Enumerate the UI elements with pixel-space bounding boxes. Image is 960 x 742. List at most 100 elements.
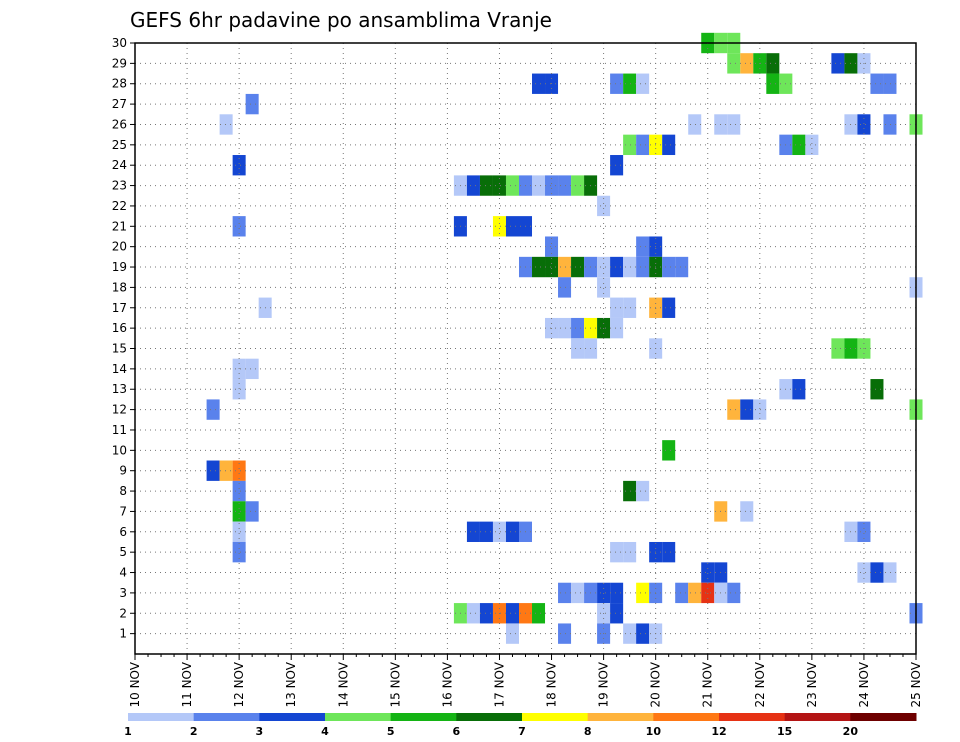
heatmap-cell: [688, 582, 702, 604]
heatmap-cell: [597, 582, 611, 604]
heatmap-cell: [740, 53, 754, 74]
heatmap-cell: [662, 256, 676, 278]
legend-label: 8: [584, 725, 592, 738]
legend-label: 5: [387, 725, 395, 738]
heatmap-cell: [636, 73, 650, 94]
x-tick-label: 16 NOV: [440, 661, 454, 707]
heatmap-cell: [870, 379, 884, 400]
x-tick-label: 14 NOV: [336, 661, 350, 707]
heatmap-cell: [571, 338, 585, 359]
heatmap-cell: [232, 480, 246, 502]
heatmap-cell: [701, 582, 715, 604]
heatmap-cell: [232, 541, 246, 563]
heatmap-cell: [662, 541, 676, 563]
heatmap-cell: [883, 562, 897, 583]
heatmap-cell: [232, 155, 246, 176]
heatmap-cell: [623, 134, 637, 156]
heatmap-cell: [610, 541, 624, 563]
heatmap-cell: [792, 134, 806, 156]
legend-label: 4: [321, 725, 329, 738]
x-tick-label: 13 NOV: [284, 661, 298, 707]
heatmap-cell: [505, 175, 519, 196]
heatmap-cell: [505, 521, 519, 542]
heatmap-cell: [479, 175, 493, 196]
y-tick-label: 8: [119, 484, 127, 498]
chart-title: GEFS 6hr padavine po ansamblima Vranje: [130, 8, 552, 32]
y-tick-label: 20: [112, 240, 127, 254]
x-tick-label: 23 NOV: [805, 661, 819, 707]
legend-label: 15: [777, 725, 792, 738]
heatmap-cell: [753, 399, 767, 420]
y-tick-label: 3: [119, 586, 127, 600]
heatmap-cell: [466, 521, 480, 542]
heatmap-cell: [571, 317, 585, 339]
heatmap-cell: [232, 216, 246, 237]
heatmap-cell: [232, 521, 246, 542]
y-tick-label: 22: [112, 199, 127, 213]
y-tick-label: 5: [119, 545, 127, 559]
y-tick-label: 26: [112, 117, 127, 131]
heatmap-cell: [571, 175, 585, 196]
heatmap-cell: [597, 277, 611, 298]
heatmap-cell: [532, 175, 546, 196]
legend-swatch: [522, 713, 589, 721]
y-tick-label: 18: [112, 280, 127, 294]
y-tick-label: 15: [112, 342, 127, 356]
heatmap-cell: [571, 582, 585, 604]
legend-label: 10: [646, 725, 662, 738]
y-tick-label: 25: [112, 138, 127, 152]
heatmap-cell: [610, 603, 624, 624]
heatmap-cell: [662, 440, 676, 461]
legend-swatch: [193, 713, 260, 721]
y-tick-label: 23: [112, 179, 127, 193]
heatmap-cell: [636, 236, 650, 257]
x-tick-label: 10 NOV: [128, 661, 142, 707]
y-tick-label: 30: [112, 36, 127, 50]
heatmap-cell: [245, 93, 259, 115]
heatmap-cell: [675, 582, 689, 604]
heatmap-cell: [558, 277, 572, 298]
heatmap-cell: [675, 256, 689, 278]
legend-swatch: [784, 713, 851, 721]
legend-label: 12: [711, 725, 726, 738]
y-tick-label: 17: [112, 301, 127, 315]
x-tick-label: 18 NOV: [545, 661, 559, 707]
legend-swatch: [653, 713, 720, 721]
heatmap-cell: [636, 480, 650, 502]
y-tick-label: 19: [112, 260, 127, 274]
heatmap-cell: [688, 114, 702, 135]
y-tick-label: 21: [112, 219, 127, 233]
legend-label: 6: [453, 725, 461, 738]
x-tick-label: 21 NOV: [701, 661, 715, 707]
heatmap-cell: [219, 460, 233, 481]
heatmap-cell: [883, 114, 897, 135]
x-tick-label: 15 NOV: [388, 661, 402, 707]
heatmap-cell: [219, 114, 233, 135]
y-tick-label: 10: [112, 443, 127, 457]
heatmap-cell: [883, 73, 897, 94]
heatmap-cell: [492, 216, 506, 237]
heatmap-cell: [727, 399, 741, 420]
heatmap-cell: [610, 317, 624, 339]
heatmap-cell: [727, 114, 741, 135]
legend-label: 1: [124, 725, 132, 738]
heatmap-cell: [701, 562, 715, 583]
x-tick-label: 20 NOV: [649, 661, 663, 707]
y-tick-label: 12: [112, 403, 127, 417]
legend-swatch: [325, 713, 392, 721]
heatmap-cell: [232, 460, 246, 481]
heatmap-cell: [831, 53, 845, 74]
heatmap-cell: [740, 501, 754, 522]
heatmap-cell: [610, 582, 624, 604]
heatmap-cell: [805, 134, 819, 156]
y-tick-label: 11: [112, 423, 127, 437]
heatmap-cell: [636, 134, 650, 156]
heatmap-cell: [466, 603, 480, 624]
heatmap-cell: [662, 134, 676, 156]
heatmap-cell: [636, 256, 650, 278]
y-tick-label: 9: [119, 464, 127, 478]
heatmap-cell: [597, 195, 611, 217]
legend-label: 3: [256, 725, 264, 738]
heatmap-cell: [206, 399, 220, 420]
